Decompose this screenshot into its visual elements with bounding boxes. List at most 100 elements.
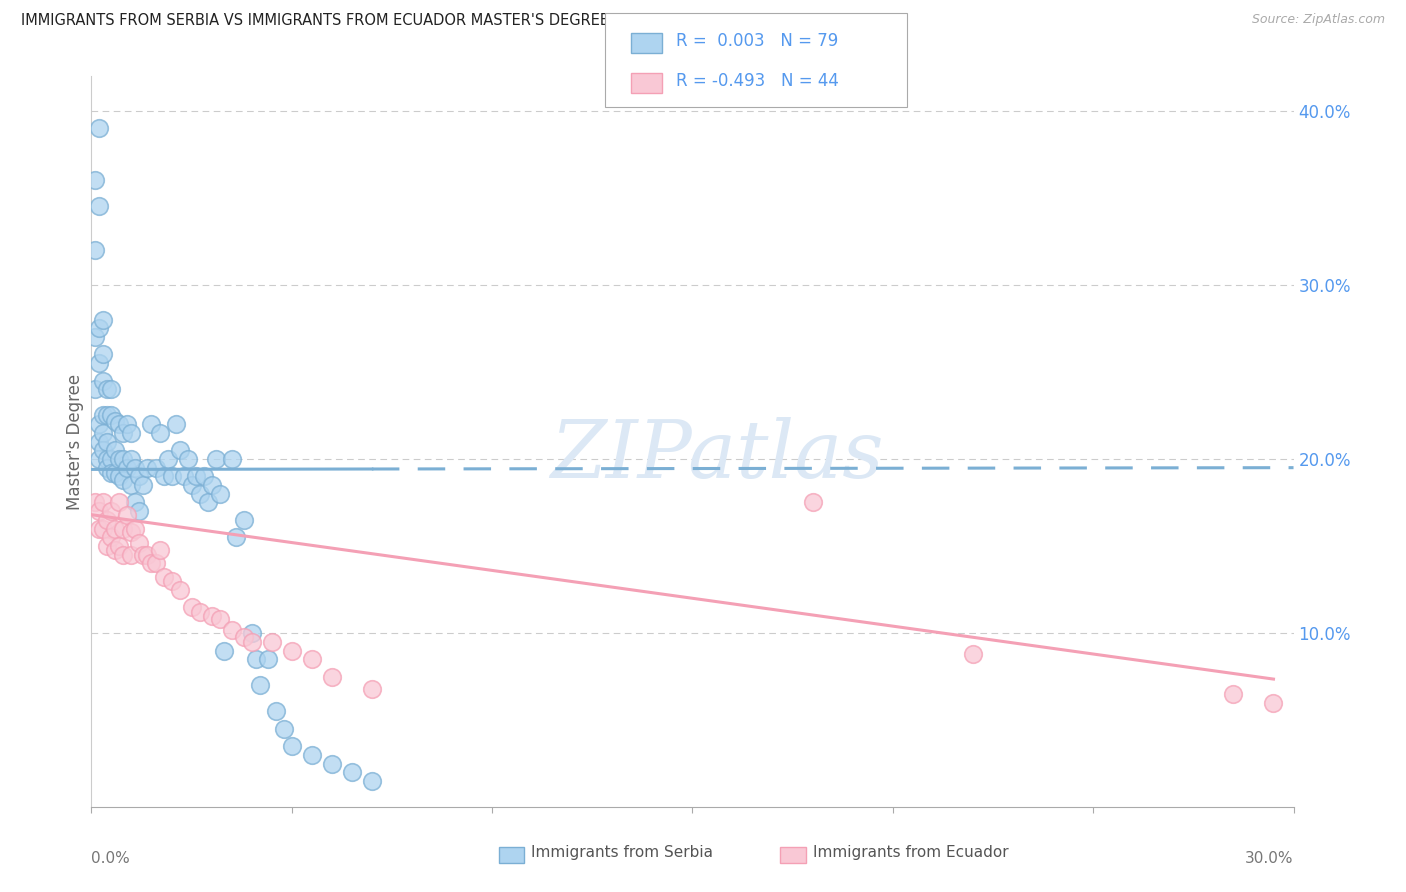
Point [232, 630, 254, 644]
Point [112, 425, 135, 440]
Point [112, 548, 135, 562]
Point [121, 452, 143, 467]
Point [89, 504, 111, 518]
Point [108, 495, 131, 509]
Text: 0.0%: 0.0% [91, 851, 131, 866]
Point [112, 452, 135, 467]
Point [100, 409, 122, 423]
Point [212, 643, 235, 657]
Point [84, 382, 107, 396]
Point [96, 460, 118, 475]
Text: R = -0.493   N = 44: R = -0.493 N = 44 [676, 72, 839, 90]
Point [100, 382, 122, 396]
Point [197, 495, 219, 509]
Point [240, 626, 263, 640]
Point [188, 487, 211, 501]
Point [193, 469, 215, 483]
Point [148, 425, 170, 440]
Point [124, 522, 146, 536]
Point [141, 557, 163, 571]
Point [93, 443, 115, 458]
Point [141, 417, 163, 431]
Point [160, 469, 183, 483]
Point [256, 652, 278, 666]
Point [148, 542, 170, 557]
Point [221, 623, 243, 637]
Point [208, 487, 231, 501]
Point [128, 535, 150, 549]
Point [1263, 696, 1285, 710]
Point [117, 417, 139, 431]
Point [104, 443, 127, 458]
Point [152, 570, 174, 584]
Point [93, 409, 115, 423]
Point [249, 678, 271, 692]
Point [89, 434, 111, 449]
Point [93, 522, 115, 536]
Point [89, 452, 111, 467]
Text: Immigrants from Ecuador: Immigrants from Ecuador [813, 846, 1008, 860]
Point [188, 605, 211, 619]
Point [108, 539, 131, 553]
Point [176, 452, 198, 467]
Point [169, 582, 191, 597]
Point [360, 681, 382, 696]
Point [208, 612, 231, 626]
Point [169, 443, 191, 458]
Point [104, 522, 127, 536]
Point [225, 530, 247, 544]
Point [128, 469, 150, 483]
Point [96, 539, 118, 553]
Point [121, 525, 143, 540]
Point [245, 652, 267, 666]
Point [100, 466, 122, 480]
Point [112, 473, 135, 487]
Text: Immigrants from Serbia: Immigrants from Serbia [531, 846, 713, 860]
Point [93, 347, 115, 361]
Point [201, 608, 224, 623]
Point [132, 548, 155, 562]
Point [124, 495, 146, 509]
Point [321, 756, 343, 771]
Point [301, 747, 323, 762]
Point [89, 121, 111, 136]
Point [84, 173, 107, 187]
Point [100, 452, 122, 467]
Point [301, 652, 323, 666]
Point [962, 647, 984, 661]
Point [96, 513, 118, 527]
Point [156, 452, 179, 467]
Point [104, 466, 127, 480]
Point [1222, 687, 1244, 701]
Point [117, 460, 139, 475]
Point [89, 199, 111, 213]
Point [93, 312, 115, 326]
Point [89, 417, 111, 431]
Point [321, 670, 343, 684]
Point [180, 478, 202, 492]
Point [184, 469, 207, 483]
Text: 30.0%: 30.0% [1246, 851, 1294, 866]
Text: IMMIGRANTS FROM SERBIA VS IMMIGRANTS FROM ECUADOR MASTER'S DEGREE CORRELATION CH: IMMIGRANTS FROM SERBIA VS IMMIGRANTS FRO… [21, 13, 772, 29]
Point [340, 765, 363, 780]
Text: ZIPatlas: ZIPatlas [550, 417, 883, 495]
Point [128, 504, 150, 518]
Point [93, 425, 115, 440]
Point [100, 530, 122, 544]
Point [152, 469, 174, 483]
Point [360, 774, 382, 789]
Point [132, 478, 155, 492]
Point [117, 508, 139, 522]
Point [145, 557, 167, 571]
Point [180, 599, 202, 614]
Y-axis label: Master's Degree: Master's Degree [66, 374, 84, 509]
Point [96, 452, 118, 467]
Point [273, 722, 295, 736]
Point [89, 321, 111, 335]
Point [201, 478, 224, 492]
Point [136, 460, 159, 475]
Point [84, 495, 107, 509]
Point [281, 739, 304, 754]
Point [104, 414, 127, 428]
Point [221, 452, 243, 467]
